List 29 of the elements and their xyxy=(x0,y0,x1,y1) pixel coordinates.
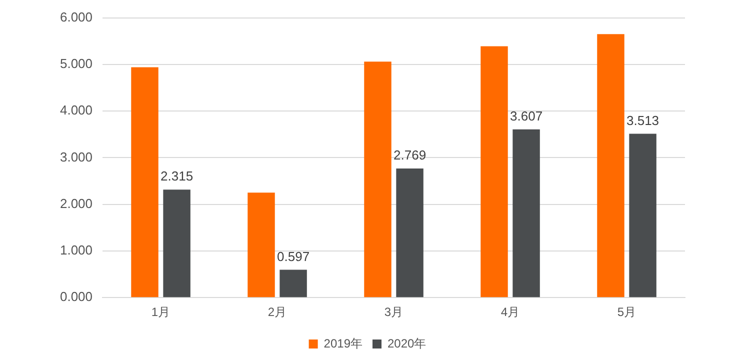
x-tick-label: 1月 xyxy=(151,305,170,320)
x-tick-label: 2月 xyxy=(268,305,287,320)
legend-label: 2020年 xyxy=(388,336,426,350)
y-tick-label: 5.000 xyxy=(60,56,93,72)
bar xyxy=(629,134,656,298)
bar xyxy=(364,62,392,298)
y-tick-label: 3.000 xyxy=(60,149,93,164)
x-tick-label: 4月 xyxy=(500,305,520,320)
data-label: 3.513 xyxy=(626,112,660,128)
data-label: 2.315 xyxy=(160,168,194,184)
bar xyxy=(248,192,275,298)
data-label: 3.607 xyxy=(510,108,543,124)
y-tick-label: 1.000 xyxy=(60,242,93,258)
legend-label: 2019年 xyxy=(324,336,363,350)
bar xyxy=(597,34,624,298)
bar xyxy=(131,67,158,298)
bar xyxy=(163,190,190,298)
y-tick-label: 4.000 xyxy=(60,102,93,118)
bar xyxy=(396,168,424,298)
y-tick-label: 2.000 xyxy=(60,196,93,211)
y-tick-label: 0.000 xyxy=(60,289,93,304)
y-tick-label: 6.000 xyxy=(60,9,93,24)
x-tick-label: 3月 xyxy=(384,305,404,320)
data-label: 0.597 xyxy=(277,248,310,264)
x-tick-label: 5月 xyxy=(617,305,636,320)
bar xyxy=(512,129,540,298)
bar xyxy=(480,46,508,298)
bar xyxy=(280,270,307,298)
data-label: 2.769 xyxy=(394,148,426,163)
